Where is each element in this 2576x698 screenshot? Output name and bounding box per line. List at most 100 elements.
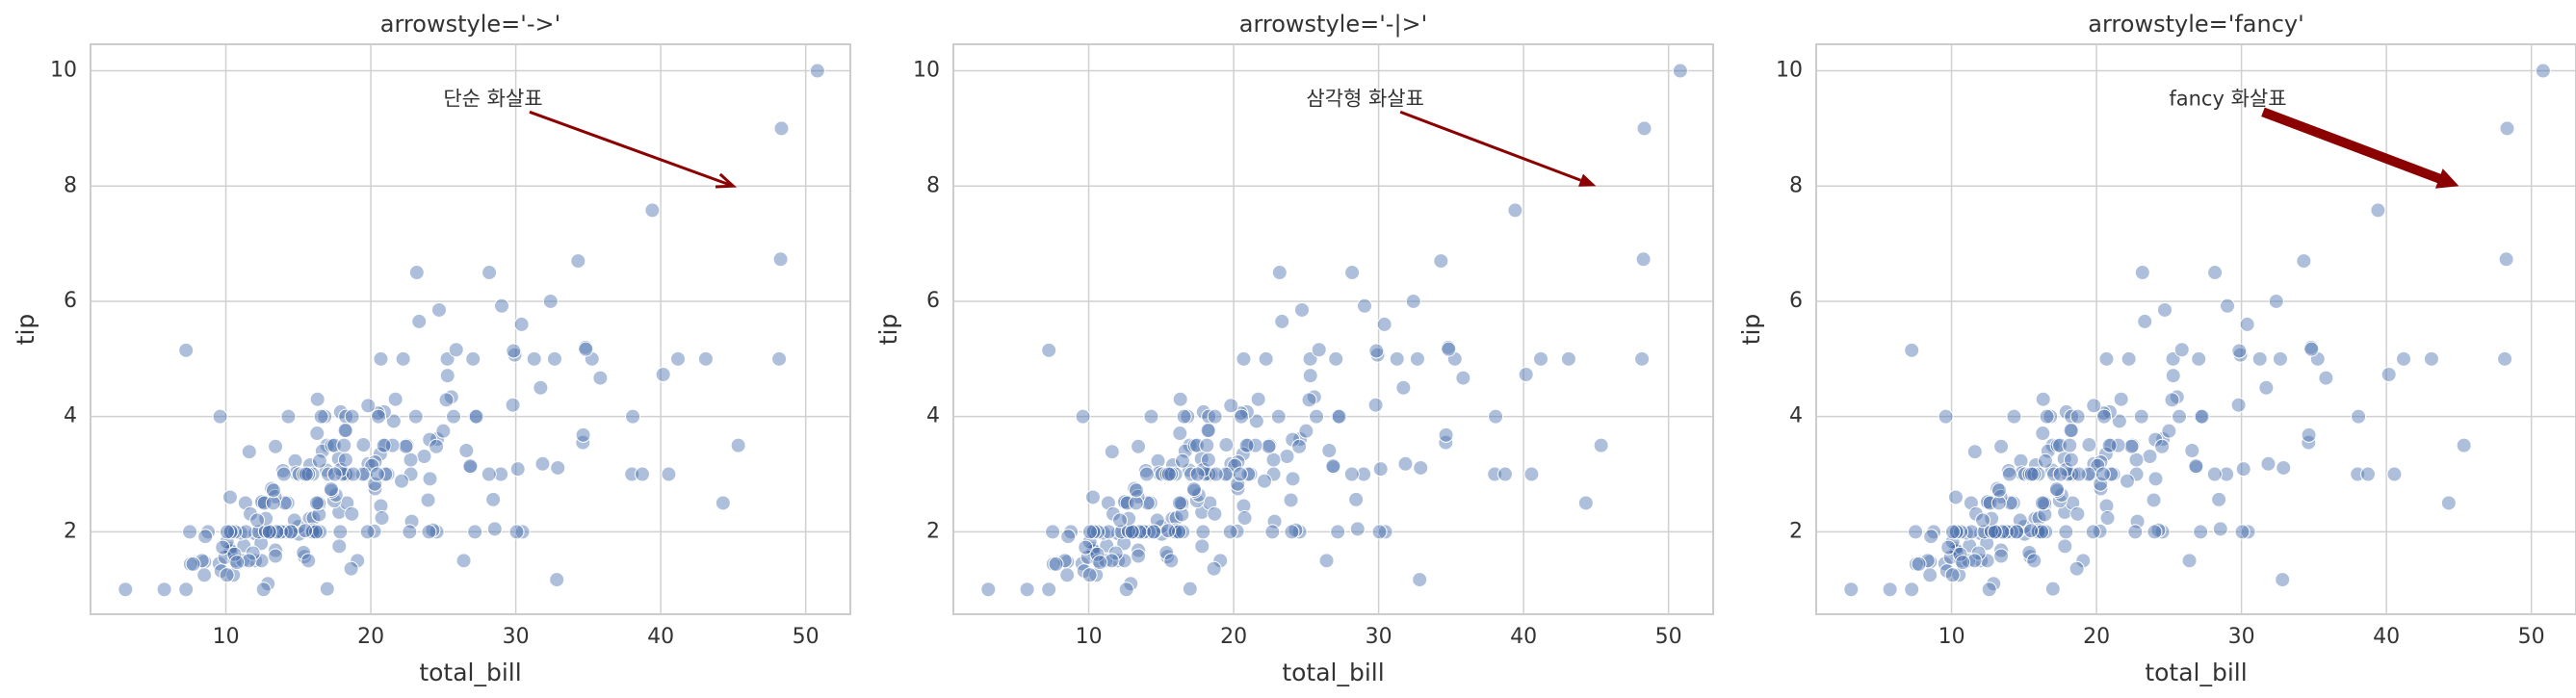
point [1045,524,1061,540]
point [1163,553,1180,569]
point [439,368,455,384]
point [215,539,231,556]
point [2121,350,2137,367]
x-tick-label: 20 [1220,625,1247,649]
point [1265,452,1282,468]
point [2034,495,2050,511]
y-tick-label: 8 [926,173,940,197]
point [546,350,562,367]
point [1104,553,1120,569]
point [508,524,525,540]
point [309,391,325,407]
point [350,553,366,569]
point [2012,512,2028,529]
point [2386,466,2403,482]
point [2043,408,2059,425]
y-tick-label: 10 [913,59,940,83]
point [1372,461,1389,478]
point [366,523,382,539]
point [570,253,586,270]
point [1063,524,1080,540]
point [1922,567,1939,583]
point [2318,370,2334,386]
point [1993,438,2010,454]
point [2028,456,2044,473]
point [369,466,385,482]
point [1104,444,1120,460]
point [430,301,447,318]
point [265,495,281,511]
point [1397,455,1414,472]
point [1368,343,1385,359]
point [1199,437,1215,453]
point [670,350,687,367]
point [1306,389,1322,405]
point [1107,545,1124,561]
point [275,466,292,482]
point [2258,379,2275,396]
point [2062,437,2078,453]
point [1293,301,1310,318]
point [360,398,377,414]
point [1560,350,1576,367]
point [1405,293,1421,309]
point [2235,461,2251,478]
point [1160,523,1177,539]
point [253,494,270,510]
point [411,313,428,329]
point [1433,253,1449,270]
point [308,495,325,511]
point [1964,524,1980,540]
x-tick-label: 40 [647,625,674,649]
point [2113,391,2129,407]
point [1124,524,1140,540]
point [261,524,277,540]
point [255,582,272,598]
point [1229,523,1245,539]
point [549,572,565,588]
point [359,524,376,540]
chart-title: arrowstyle='fancy' [2088,11,2303,38]
point [344,408,360,425]
point [1328,350,1344,367]
point [1167,466,1184,482]
point [245,545,261,561]
point [1149,512,1165,529]
annotation-arrow [2261,107,2459,189]
point [317,408,333,425]
point [2188,458,2204,475]
point [1172,426,1188,442]
point [458,443,475,459]
point [2146,492,2162,508]
point [2128,452,2145,468]
point [467,524,483,540]
point [256,495,273,511]
subplot: 10 20 30 40 50 2 4 6 8 10 arrowstyle='-|>' total_bi… [874,11,1714,686]
axes-frame [90,43,851,615]
annotation-arrow [1399,110,1582,182]
point [1218,437,1235,453]
point [1090,524,1106,540]
point [1138,466,1155,482]
point [2142,448,2158,464]
point [1279,448,1295,464]
point [2303,341,2320,357]
point [238,524,254,540]
point [1041,582,1057,598]
x-axis-label: total_bill [1282,659,1384,686]
point [1128,482,1144,499]
point [2296,253,2312,270]
point [2001,466,2017,482]
point [462,458,479,475]
point [178,582,195,598]
point [2240,524,2256,540]
x-tick-label: 30 [2228,625,2255,649]
point [1240,466,1257,482]
point [592,370,609,386]
point [2498,251,2514,268]
point [485,491,502,507]
point [313,408,329,425]
point [1131,438,1147,454]
point [283,524,299,540]
point [2051,493,2068,509]
